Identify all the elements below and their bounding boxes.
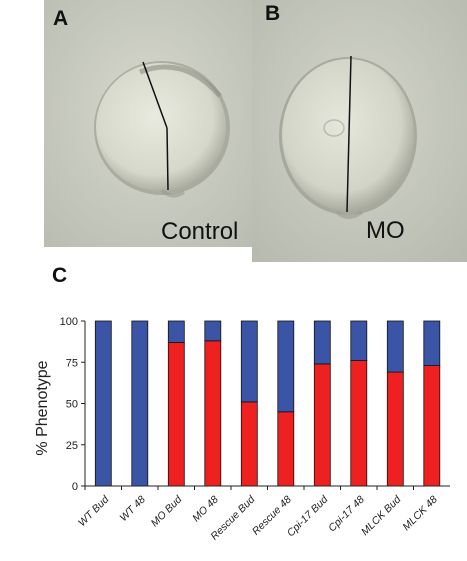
bar-segment-defect-2 bbox=[167, 341, 185, 487]
bar-segment-defect-4 bbox=[240, 401, 258, 487]
bar-segment-defect-8 bbox=[386, 371, 404, 487]
bar-segment-normal-2 bbox=[167, 320, 185, 343]
photo-control-embryo bbox=[44, 0, 252, 247]
photo-caption-control: Control bbox=[161, 218, 239, 245]
bar-segment-normal-8 bbox=[386, 320, 404, 373]
x-tick-label: MO 48 bbox=[190, 494, 221, 525]
y-tick-label: 0 bbox=[72, 481, 78, 493]
bar-segment-defect-5 bbox=[277, 411, 295, 487]
bar-segment-normal-6 bbox=[313, 320, 331, 365]
bar-segment-normal-5 bbox=[277, 320, 295, 413]
photo-mo-embryo bbox=[252, 0, 467, 262]
photo-caption-mo: MO bbox=[366, 217, 405, 244]
panel-letter-c: C bbox=[52, 264, 68, 287]
x-tick-label: MLCK 48 bbox=[400, 494, 440, 534]
x-tick-label: MO Bud bbox=[149, 493, 186, 530]
x-tick-label: MLCK Bud bbox=[359, 493, 404, 538]
bar-segment-defect-3 bbox=[204, 340, 222, 487]
chart-bars bbox=[94, 320, 441, 487]
bar-segment-defect-6 bbox=[313, 363, 331, 487]
bar-segment-normal-9 bbox=[423, 320, 441, 366]
y-tick-label: 100 bbox=[60, 316, 78, 328]
bar-segment-defect-9 bbox=[423, 365, 441, 487]
x-tick-label: WT Bud bbox=[76, 493, 112, 529]
y-tick-label: 25 bbox=[66, 440, 78, 452]
bar-segment-normal-0 bbox=[94, 320, 112, 487]
chart-y-ticks: 0 25 50 75 100 bbox=[60, 316, 85, 493]
bar-segment-normal-7 bbox=[350, 320, 368, 361]
x-tick-label: WT 48 bbox=[118, 494, 148, 524]
bar-segment-normal-3 bbox=[204, 320, 222, 342]
panel-letter-b: B bbox=[265, 2, 281, 25]
bar-segment-normal-4 bbox=[240, 320, 258, 403]
y-tick-label: 50 bbox=[66, 399, 78, 411]
bar-segment-normal-1 bbox=[131, 320, 149, 487]
y-axis-label: % Phenotype bbox=[34, 360, 51, 455]
bar-segment-defect-7 bbox=[350, 360, 368, 487]
panel-letter-a: A bbox=[53, 7, 69, 30]
x-tick-label: Cpi-17 Bud bbox=[285, 493, 331, 539]
y-tick-label: 75 bbox=[66, 357, 78, 369]
